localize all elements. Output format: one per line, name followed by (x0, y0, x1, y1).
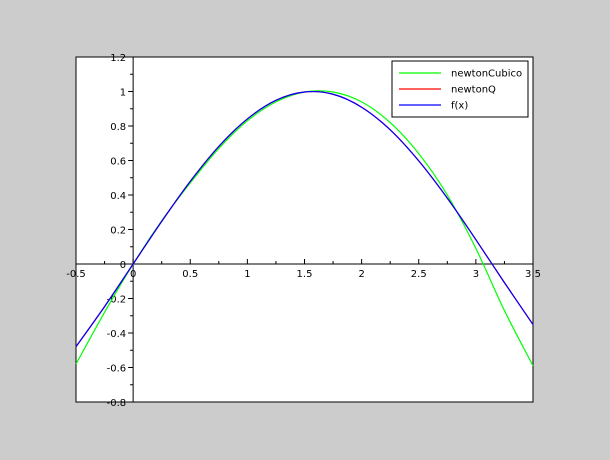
y-tick-label: -0.2 (107, 295, 127, 306)
y-tick-label: 0.4 (110, 191, 126, 202)
legend-label-f(x): f(x) (451, 101, 468, 112)
series-line-f(x) (75, 90, 534, 347)
y-tick-label: -0.8 (107, 398, 127, 409)
x-tick-label: 2 (358, 269, 364, 280)
y-tick-label: 0.6 (110, 157, 126, 168)
legend: newtonCubico newtonQ f(x) (391, 60, 529, 118)
axes-layer: -0.5 0 0.5 1 1.5 2 2.5 3 3.5 -0.8 -0.6 -0.4 -0.2 0 0.2… (66, 53, 541, 409)
legend-label-newtonCubico: newtonCubico (451, 69, 522, 80)
y-tick-label: -0.4 (107, 329, 127, 340)
legend-label-newtonQ: newtonQ (451, 85, 496, 96)
y-tick-label: 0 (120, 260, 126, 271)
y-tick-label: 0.2 (110, 226, 126, 237)
x-tick-label: 3 (473, 269, 479, 280)
x-tick-label: 0.5 (182, 269, 198, 280)
x-tick-label: 0 (130, 269, 136, 280)
x-tick-label: 1 (244, 269, 250, 280)
x-tick-label: -0.5 (66, 269, 86, 280)
y-tick-label: 1.2 (110, 53, 126, 64)
y-tick-label: 0.8 (110, 122, 126, 133)
x-tick-label: 2.5 (411, 269, 427, 280)
y-tick-label: 1 (120, 88, 126, 99)
x-tick-label: 3.5 (525, 269, 541, 280)
y-tick-label: -0.6 (107, 364, 127, 375)
x-tick-label: 1.5 (297, 269, 313, 280)
series-layer (75, 90, 534, 367)
